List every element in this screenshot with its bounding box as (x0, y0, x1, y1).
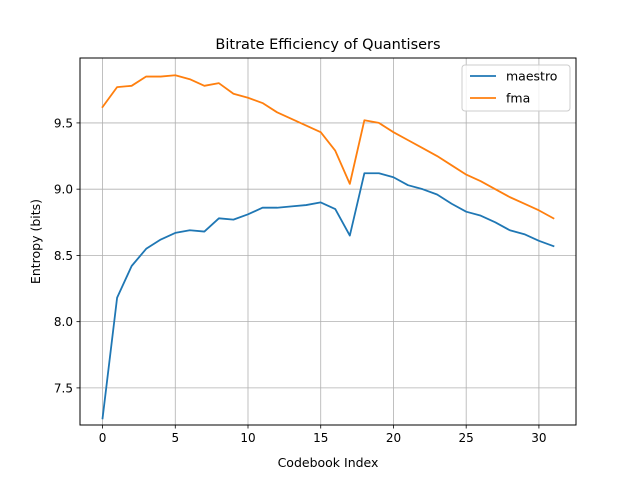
x-axis-label: Codebook Index (278, 455, 379, 470)
y-tick-label: 9.0 (54, 183, 73, 197)
legend-label-maestro: maestro (506, 69, 557, 84)
series-lines (101, 74, 555, 420)
y-tick-label: 7.5 (54, 381, 73, 395)
x-tick-label: 0 (99, 431, 107, 445)
x-tick-label: 25 (459, 431, 474, 445)
legend: maestro fma (461, 64, 571, 112)
x-tick-label: 5 (171, 431, 179, 445)
y-tick-label: 8.0 (54, 315, 73, 329)
y-tick-label: 8.5 (54, 249, 73, 263)
x-tick-label: 20 (386, 431, 401, 445)
plot-frame (79, 57, 577, 426)
legend-label-fma: fma (506, 91, 530, 106)
x-tick-label: 30 (531, 431, 546, 445)
axis-ticks: 0 5 10 15 20 25 30 7.5 8.0 8.5 9.0 9.5 (54, 116, 547, 445)
grid (80, 58, 576, 425)
x-tick-label: 15 (313, 431, 328, 445)
y-axis-label: Entropy (bits) (28, 199, 43, 284)
y-tick-label: 9.5 (54, 116, 73, 130)
x-tick-label: 10 (240, 431, 255, 445)
series-line-maestro (101, 172, 555, 420)
series-line-fma (101, 74, 555, 220)
chart-title: Bitrate Efficiency of Quantisers (215, 37, 440, 53)
